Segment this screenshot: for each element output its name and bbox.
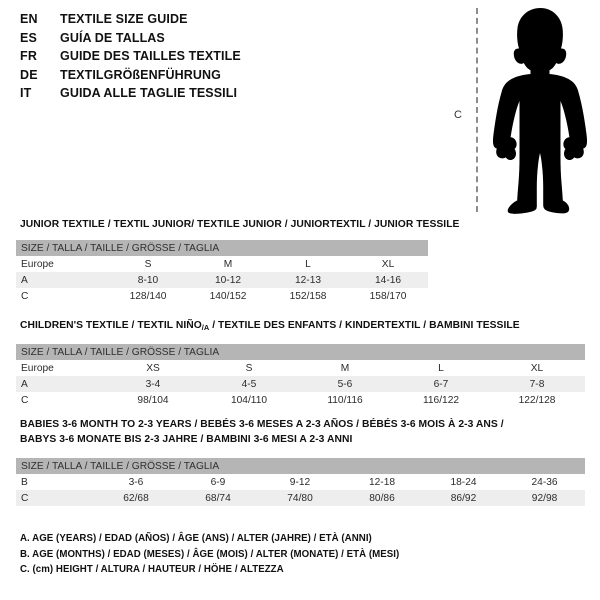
size-table-children: SIZE / TALLA / TAILLE / GRÖSSE / TAGLIA … [16,344,586,408]
table-header-row: SIZE / TALLA / TAILLE / GRÖSSE / TAGLIA [16,240,429,256]
legend-row-a: A. AGE (YEARS) / EDAD (AÑOS) / ÂGE (ANS)… [20,533,372,544]
row-label: C [16,392,105,408]
language-row: EN TEXTILE SIZE GUIDE [20,12,420,31]
section-title-children: CHILDREN'S TEXTILE / TEXTIL NIÑO/A / TEX… [20,319,520,333]
cell: XL [489,360,586,376]
section-title-children-sub: /A [201,323,210,332]
guide-title-es: GUÍA DE TALLAS [60,30,165,45]
language-row: ES GUÍA DE TALLAS [20,31,420,50]
section-title-babies-text: BABIES 3-6 MONTH TO 2-3 YEARS / BEBÉS 3-… [20,419,504,430]
row-label: Europe [16,256,108,272]
size-header-label: SIZE / TALLA / TAILLE / GRÖSSE / TAGLIA [16,344,586,360]
cell: 12-13 [268,272,348,288]
height-figure: C [440,4,600,216]
cell: 7-8 [489,376,586,392]
guide-title-fr: GUIDE DES TAILLES TEXTILE [60,49,241,63]
cell: 152/158 [268,288,348,304]
cell: 86/92 [423,490,504,506]
language-row: DE TEXTILGRÖßENFÜHRUNG [20,68,420,87]
size-header-label: SIZE / TALLA / TAILLE / GRÖSSE / TAGLIA [16,458,586,474]
cell: 8-10 [108,272,188,288]
table-row: C 128/140 140/152 152/158 158/170 [16,288,429,304]
guide-title-it: GUIDA ALLE TAGLIE TESSILI [60,86,238,100]
cell: M [297,360,393,376]
toddler-silhouette-icon [492,8,588,214]
cell: 24-36 [504,474,586,490]
cell: L [393,360,489,376]
cell: L [268,256,348,272]
guide-title-de: TEXTILGRÖßENFÜHRUNG [60,67,221,82]
language-code-fr: FR [20,49,38,63]
cell: 92/98 [504,490,586,506]
size-table-junior: SIZE / TALLA / TAILLE / GRÖSSE / TAGLIA … [16,240,429,304]
cell: S [201,360,297,376]
row-label: C [16,288,108,304]
legend-block: A. AGE (YEARS) / EDAD (AÑOS) / ÂGE (ANS)… [20,531,540,578]
section-title-children-text: CHILDREN'S TEXTILE / TEXTIL NIÑO [20,320,202,331]
cell: XS [105,360,201,376]
section-title-babies-line2: BABYS 3-6 MONATE BIS 2-3 JAHRE / BAMBINI… [20,433,352,447]
section-title-babies-text2: BABYS 3-6 MONATE BIS 2-3 JAHRE / BAMBINI… [20,434,353,445]
language-title-list: EN TEXTILE SIZE GUIDE ES GUÍA DE TALLAS … [20,12,420,105]
cell: 98/104 [105,392,201,408]
cell: 12-18 [341,474,423,490]
height-measure-dashed-line [476,8,478,212]
table-row: B 3-6 6-9 9-12 12-18 18-24 24-36 [16,474,586,490]
cell: S [108,256,188,272]
cell: 14-16 [348,272,429,288]
language-row: FR GUIDE DES TAILLES TEXTILE [20,49,420,68]
cell: 110/116 [297,392,393,408]
cell: 140/152 [188,288,268,304]
section-title-children-tail: / TEXTILE DES ENFANTS / KINDERTEXTIL / B… [209,320,520,331]
section-title-junior: JUNIOR TEXTILE / TEXTIL JUNIOR/ TEXTILE … [20,218,459,232]
table-header-row: SIZE / TALLA / TAILLE / GRÖSSE / TAGLIA [16,458,586,474]
guide-title-en: TEXTILE SIZE GUIDE [60,12,188,26]
cell: 128/140 [108,288,188,304]
cell: XL [348,256,429,272]
section-title-babies-line1: BABIES 3-6 MONTH TO 2-3 YEARS / BEBÉS 3-… [20,418,504,432]
table-row: A 3-4 4-5 5-6 6-7 7-8 [16,376,586,392]
language-row: IT GUIDA ALLE TAGLIE TESSILI [20,86,420,105]
cell: 4-5 [201,376,297,392]
section-title-junior-text: JUNIOR TEXTILE / TEXTIL JUNIOR/ TEXTILE … [20,219,460,230]
cell: 122/128 [489,392,586,408]
table-header-row: SIZE / TALLA / TAILLE / GRÖSSE / TAGLIA [16,344,586,360]
table-row: Europe XS S M L XL [16,360,586,376]
language-code-es: ES [20,30,38,45]
cell: 68/74 [177,490,259,506]
table-row: C 98/104 104/110 110/116 116/122 122/128 [16,392,586,408]
table-row: Europe S M L XL [16,256,429,272]
cell: 6-9 [177,474,259,490]
cell: 80/86 [341,490,423,506]
table-row: A 8-10 10-12 12-13 14-16 [16,272,429,288]
cell: 10-12 [188,272,268,288]
measure-label-c: C [454,109,462,121]
cell: 18-24 [423,474,504,490]
legend-row-c: C. (cm) HEIGHT / ALTURA / HAUTEUR / HÖHE… [20,564,284,575]
cell: 116/122 [393,392,489,408]
cell: 62/68 [95,490,177,506]
size-header-label: SIZE / TALLA / TAILLE / GRÖSSE / TAGLIA [16,240,429,256]
language-code-de: DE [20,67,38,82]
row-label: B [16,474,95,490]
row-label: A [16,376,105,392]
cell: 3-6 [95,474,177,490]
cell: 74/80 [259,490,341,506]
legend-row-b: B. AGE (MONTHS) / EDAD (MESES) / ÂGE (MO… [20,548,400,560]
language-code-en: EN [20,12,38,26]
cell: 5-6 [297,376,393,392]
row-label: Europe [16,360,105,376]
table-row: C 62/68 68/74 74/80 80/86 86/92 92/98 [16,490,586,506]
language-code-it: IT [20,86,32,100]
cell: 6-7 [393,376,489,392]
row-label: A [16,272,108,288]
cell: 104/110 [201,392,297,408]
size-table-babies: SIZE / TALLA / TAILLE / GRÖSSE / TAGLIA … [16,458,586,506]
row-label: C [16,490,95,506]
cell: 9-12 [259,474,341,490]
cell: 158/170 [348,288,429,304]
cell: 3-4 [105,376,201,392]
cell: M [188,256,268,272]
